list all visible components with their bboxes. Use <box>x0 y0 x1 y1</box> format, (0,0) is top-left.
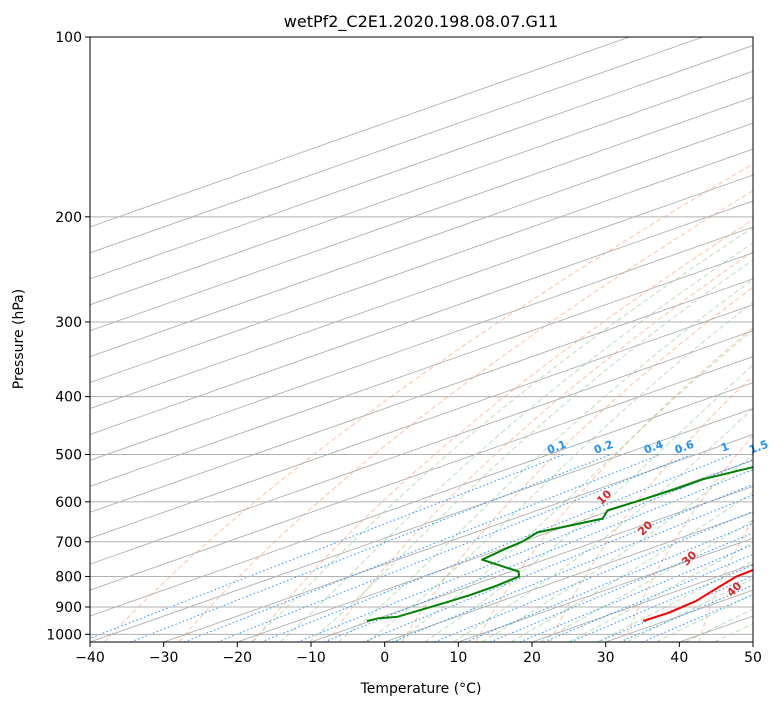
moist-adiabat <box>510 491 753 642</box>
y-tick-label: 200 <box>55 210 82 226</box>
isotherm <box>90 356 753 591</box>
moist-adiabat-label: 20 <box>635 518 655 538</box>
isotherm <box>90 122 753 358</box>
isotherm <box>90 70 753 306</box>
dry-adiabat <box>326 250 753 642</box>
mixing-ratio-line <box>90 454 565 639</box>
isotherm <box>163 433 753 642</box>
mixing-ratio-line <box>434 510 753 642</box>
mixing-ratio-label: 0.2 <box>592 438 615 457</box>
mixing-ratio-line <box>260 454 733 642</box>
isotherm <box>90 174 753 410</box>
x-tick-label: 10 <box>449 650 467 666</box>
y-tick-label: 100 <box>55 30 82 46</box>
y-tick-label: 900 <box>55 600 82 616</box>
dry-adiabat <box>549 374 753 642</box>
mixing-ratio-line <box>363 483 753 642</box>
isotherm <box>90 330 753 565</box>
dry-adiabat <box>252 219 753 642</box>
mixing-ratio-label: 1 <box>719 440 731 455</box>
y-tick-label: 500 <box>55 448 82 464</box>
moist-adiabat <box>395 329 753 642</box>
isotherm <box>90 278 753 513</box>
y-axis-label: Pressure (hPa) <box>11 289 27 389</box>
y-tick-label: 700 <box>55 535 82 551</box>
y-tick-label: 800 <box>55 569 82 585</box>
isotherm <box>90 37 630 228</box>
mixing-ratio-line <box>324 469 753 642</box>
y-tick-label: 300 <box>55 315 82 331</box>
mixing-ratio-line <box>519 544 753 642</box>
isotherm <box>90 252 753 487</box>
moist-adiabat <box>424 364 753 642</box>
mixing-ratio-line <box>184 454 661 642</box>
x-tick-label: −30 <box>149 650 179 666</box>
isotherm <box>458 537 753 642</box>
dewpoint-profile <box>366 466 753 622</box>
temperature-profile <box>642 568 753 622</box>
moist-adiabat <box>568 541 753 642</box>
isotherm <box>90 226 753 461</box>
x-tick-label: 0 <box>380 650 389 666</box>
mixing-ratio-label: 0.6 <box>673 438 696 457</box>
moist-adiabat <box>308 259 753 642</box>
dry-adiabat <box>401 286 753 642</box>
moist-adiabat <box>366 301 753 642</box>
dry-adiabat <box>475 327 753 642</box>
dry-adiabat <box>178 190 753 642</box>
mixing-ratio-label: 0.4 <box>642 438 665 457</box>
x-tick-label: 20 <box>523 650 541 666</box>
x-tick-label: −40 <box>75 650 105 666</box>
mixing-ratio-line <box>619 584 753 642</box>
isotherm <box>90 148 753 384</box>
x-axis-label: Temperature (°C) <box>360 681 482 697</box>
isotherm <box>90 37 704 254</box>
isotherm <box>90 200 753 435</box>
moist-adiabat <box>481 453 753 642</box>
isotherm <box>90 96 753 332</box>
moist-adiabat-label: 30 <box>679 548 699 568</box>
y-tick-label: 1000 <box>46 627 82 643</box>
chart-title: wetPf2_C2E1.2020.198.08.07.G11 <box>284 12 558 32</box>
mixing-ratio-line <box>489 532 753 642</box>
dry-adiabat <box>104 163 753 642</box>
dry-adiabat <box>624 434 753 642</box>
moist-adiabat <box>597 560 753 642</box>
mixing-ratio-line <box>217 454 692 642</box>
y-tick-label: 600 <box>55 495 82 511</box>
isotherm <box>384 511 753 642</box>
isotherm <box>310 485 753 642</box>
x-tick-label: 30 <box>597 650 615 666</box>
y-tick-label: 400 <box>55 390 82 406</box>
moist-adiabat <box>279 242 753 642</box>
isotherm <box>90 304 753 539</box>
moist-adiabat-label: 10 <box>594 487 614 507</box>
x-tick-label: −20 <box>223 650 253 666</box>
x-tick-label: −10 <box>296 650 326 666</box>
moist-adiabat <box>714 623 753 642</box>
moist-adiabat <box>685 608 753 642</box>
mixing-ratio-line <box>465 522 753 642</box>
moist-adiabat <box>453 407 753 642</box>
plot-frame <box>89 36 754 643</box>
isotherm <box>90 44 753 280</box>
moist-adiabat <box>337 278 753 642</box>
mixing-ratio-line <box>392 494 753 642</box>
moist-adiabat <box>250 226 753 642</box>
isotherm <box>90 408 753 642</box>
dry-adiabat <box>698 518 753 642</box>
x-tick-label: 40 <box>670 650 688 666</box>
isotherm <box>752 641 753 642</box>
mixing-ratio-label: 0.1 <box>545 438 568 457</box>
x-tick-label: 50 <box>744 650 762 666</box>
mixing-ratio-label: 1.5 <box>747 438 770 457</box>
isotherm <box>90 382 753 617</box>
mixing-ratio-line <box>543 553 753 642</box>
